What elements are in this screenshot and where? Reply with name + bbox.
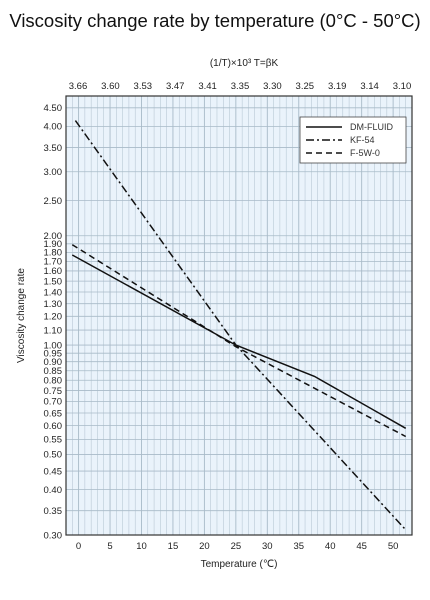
y-tick-label: 0.60 (44, 421, 63, 432)
y-tick-label: 1.00 (44, 340, 63, 351)
x-tick-label: 20 (199, 541, 210, 552)
y-tick-label: 1.90 (44, 239, 63, 250)
top-tick-label: 3.66 (69, 81, 88, 92)
y-tick-label: 2.50 (44, 196, 63, 207)
y-tick-label: 0.40 (44, 485, 63, 496)
x-tick-label: 30 (262, 541, 273, 552)
top-tick-label: 3.60 (101, 81, 120, 92)
y-tick-label: 0.35 (44, 506, 63, 517)
y-tick-label: 1.20 (44, 312, 63, 323)
x-tick-label: 35 (293, 541, 304, 552)
y-axis-label: Viscosity change rate (16, 268, 27, 363)
top-tick-label: 3.41 (198, 81, 217, 92)
x-tick-label: 45 (356, 541, 367, 552)
top-tick-label: 3.19 (328, 81, 347, 92)
x-tick-label: 50 (388, 541, 399, 552)
y-tick-label: 0.70 (44, 397, 63, 408)
y-tick-label: 0.65 (44, 408, 63, 419)
y-tick-label: 1.50 (44, 276, 63, 287)
y-tick-label: 2.00 (44, 231, 63, 242)
y-tick-label: 0.75 (44, 386, 63, 397)
x-axis-label: Temperature (℃) (201, 559, 278, 570)
y-tick-label: 1.70 (44, 257, 63, 268)
y-tick-label: 0.80 (44, 376, 63, 387)
y-tick-label: 0.90 (44, 357, 63, 368)
y-tick-label: 0.85 (44, 366, 63, 377)
legend-label: F-5W-0 (350, 148, 380, 158)
top-axis-label: (1/T)×10³ T=βK (210, 58, 279, 69)
top-tick-label: 3.30 (263, 81, 282, 92)
y-tick-label: 1.40 (44, 287, 63, 298)
y-tick-label: 1.10 (44, 325, 63, 336)
top-tick-label: 3.10 (393, 81, 412, 92)
legend-label: KF-54 (350, 135, 375, 145)
series-line-dm-fluid (71, 254, 407, 429)
x-tick-label: 40 (325, 541, 336, 552)
y-tick-label: 0.30 (44, 530, 63, 541)
top-tick-label: 3.53 (134, 81, 153, 92)
plot-area (66, 96, 412, 535)
y-tick-label: 4.00 (44, 122, 63, 133)
top-tick-label: 3.35 (231, 81, 250, 92)
series-line-f-5w-0 (71, 244, 407, 438)
chart-title: Viscosity change rate by temperature (0°… (9, 10, 421, 31)
top-tick-label: 3.25 (296, 81, 315, 92)
y-tick-label: 0.50 (44, 450, 63, 461)
y-tick-label: 4.50 (44, 103, 63, 114)
top-tick-label: 3.14 (360, 81, 379, 92)
y-tick-label: 0.55 (44, 435, 63, 446)
legend-label: DM-FLUID (350, 122, 393, 132)
series-line-kf-54 (74, 120, 407, 531)
top-tick-label: 3.47 (166, 81, 185, 92)
x-tick-label: 15 (168, 541, 179, 552)
y-tick-label: 0.45 (44, 466, 63, 477)
y-tick-label: 3.00 (44, 167, 63, 178)
x-tick-label: 10 (136, 541, 147, 552)
y-tick-label: 0.95 (44, 348, 63, 359)
y-tick-label: 1.60 (44, 266, 63, 277)
x-tick-label: 25 (231, 541, 242, 552)
y-tick-label: 1.30 (44, 299, 63, 310)
x-tick-label: 5 (107, 541, 112, 552)
x-tick-label: 0 (76, 541, 81, 552)
y-tick-label: 1.80 (44, 248, 63, 259)
y-tick-label: 3.50 (44, 143, 63, 154)
plot-frame (65, 95, 413, 536)
